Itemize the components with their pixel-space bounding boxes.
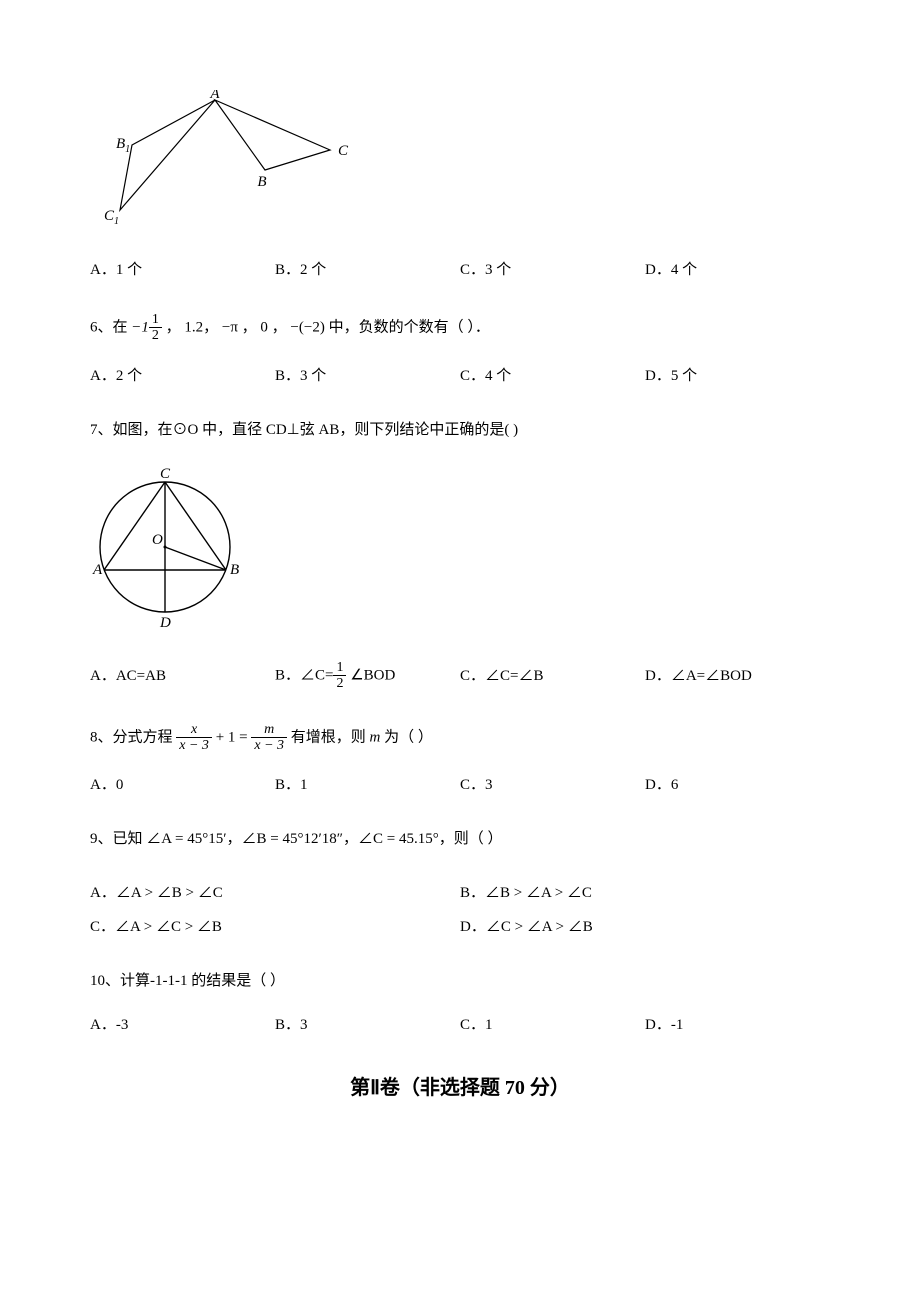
label-C1: C1 [104, 208, 119, 227]
label-C2: C [160, 466, 171, 482]
q7-opt-B: B．∠C=12 ∠BOD [275, 660, 460, 692]
q8-mid: + 1 = [216, 729, 252, 745]
q8-suffix: 有增根，则 [291, 729, 370, 745]
q5-opt-A: A．1 个 [90, 258, 275, 282]
q7-opt-A: A．AC=AB [90, 664, 275, 688]
q7-options: A．AC=AB B．∠C=12 ∠BOD C．∠C=∠B D．∠A=∠BOD [90, 660, 830, 692]
q8-frac1: xx − 3 [176, 722, 212, 754]
q6-rest: ， 1.2， −π ， 0 ， −(−2) 中，负数的个数有（ ）． [166, 319, 490, 335]
q9-opt-B: B．∠B > ∠A > ∠C [460, 881, 830, 905]
q9-opt-C: C．∠A > ∠C > ∠B [90, 915, 460, 939]
q8-opt-A: A．0 [90, 773, 275, 797]
q8-frac2: mx − 3 [251, 722, 287, 754]
q5-options: A．1 个 B．2 个 C．3 个 D．4 个 [90, 258, 830, 282]
label-A2: A [92, 562, 103, 578]
q6-neg-whole: −1 [131, 319, 149, 335]
q6-frac: 12 [149, 312, 162, 344]
label-B1: B1 [116, 136, 130, 155]
q7-opt-D: D．∠A=∠BOD [645, 664, 830, 688]
q5-opt-C: C．3 个 [460, 258, 645, 282]
q6: 6、在 −112 ， 1.2， −π ， 0 ， −(−2) 中，负数的个数有（… [90, 312, 830, 344]
q7-opt-C: C．∠C=∠B [460, 664, 645, 688]
q8-prefix: 8、分式方程 [90, 729, 176, 745]
q8-suffix2: 为（ ） [384, 729, 433, 745]
q5-figure: A B1 C1 B C [90, 90, 830, 238]
q10-opt-D: D．-1 [645, 1013, 830, 1037]
label-B2: B [230, 562, 239, 578]
q6-opt-D: D．5 个 [645, 364, 830, 388]
label-B: B [257, 174, 266, 190]
q10-opt-B: B．3 [275, 1013, 460, 1037]
q8-options: A．0 B．1 C．3 D．6 [90, 773, 830, 797]
q6-options: A．2 个 B．3 个 C．4 个 D．5 个 [90, 364, 830, 388]
q7-text: 7、如图，在⊙O 中，直径 CD⊥弦 AB，则下列结论中正确的是( ) [90, 418, 830, 442]
q10-text: 10、计算-1-1-1 的结果是（ ） [90, 969, 830, 993]
q7-figure: C O A B D [90, 462, 830, 640]
q8-opt-C: C．3 [460, 773, 645, 797]
q5-opt-D: D．4 个 [645, 258, 830, 282]
q6-opt-C: C．4 个 [460, 364, 645, 388]
q5-opt-B: B．2 个 [275, 258, 460, 282]
q10-opt-A: A．-3 [90, 1013, 275, 1037]
label-A: A [209, 90, 220, 102]
q10-options: A．-3 B．3 C．1 D．-1 [90, 1013, 830, 1037]
section2-title: 第Ⅱ卷（非选择题 70 分） [90, 1072, 830, 1104]
q6-opt-B: B．3 个 [275, 364, 460, 388]
q8-opt-D: D．6 [645, 773, 830, 797]
q6-prefix: 6、在 [90, 319, 128, 335]
q9-text: 9、已知 ∠A = 45°15′，∠B = 45°12′18″，∠C = 45.… [90, 827, 830, 851]
q8-mvar: m [370, 729, 381, 745]
q8-opt-B: B．1 [275, 773, 460, 797]
q8: 8、分式方程 xx − 3 + 1 = mx − 3 有增根，则 m 为（ ） [90, 722, 830, 754]
q9-opt-D: D．∠C > ∠A > ∠B [460, 915, 830, 939]
label-C: C [338, 143, 349, 159]
label-O: O [152, 532, 163, 548]
q10-opt-C: C．1 [460, 1013, 645, 1037]
q6-opt-A: A．2 个 [90, 364, 275, 388]
q9-opt-A: A．∠A > ∠B > ∠C [90, 881, 460, 905]
q9-options: A．∠A > ∠B > ∠C B．∠B > ∠A > ∠C C．∠A > ∠C … [90, 871, 830, 939]
label-D: D [159, 615, 171, 631]
